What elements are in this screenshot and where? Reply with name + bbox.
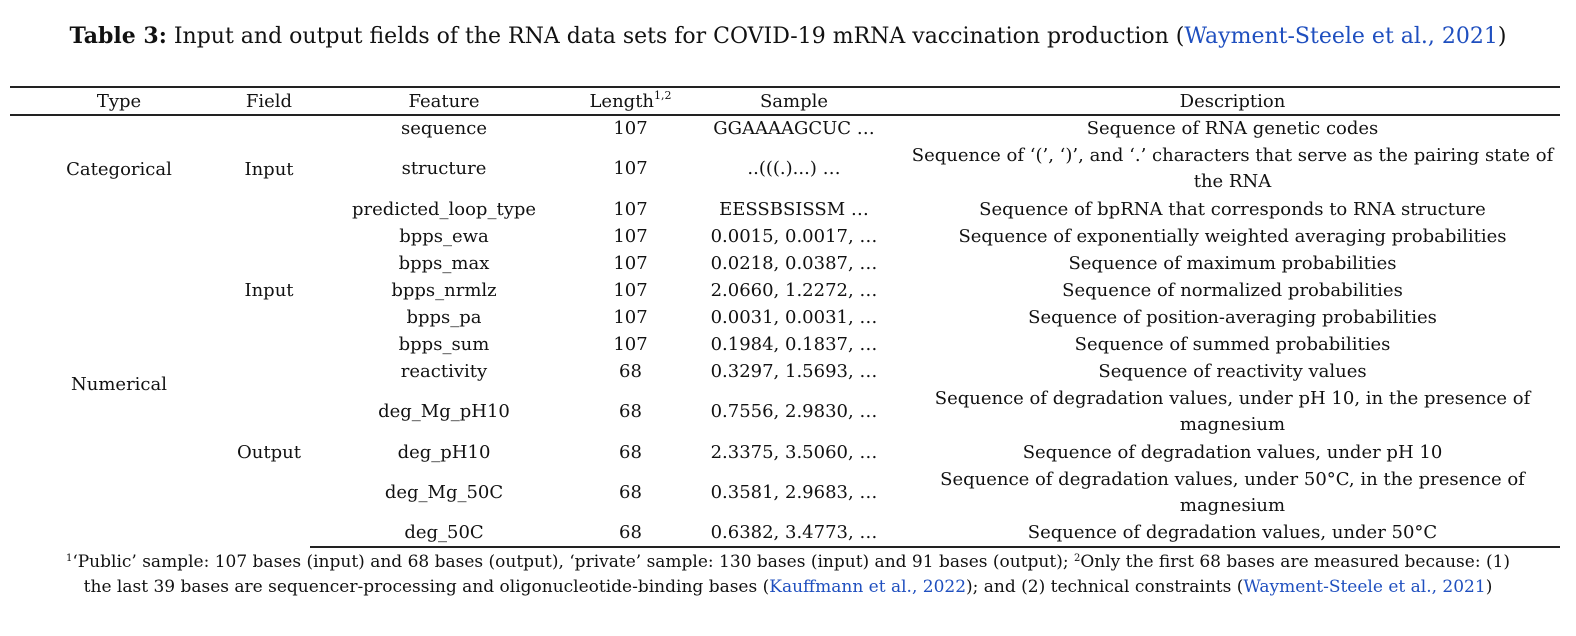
sample-cell: 2.3375, 3.5060, … bbox=[710, 441, 878, 463]
rna-fields-table: Type Field Feature Length1,2 Sample Desc… bbox=[10, 86, 1560, 548]
table-row: bpps_sum 107 0.1984, 0.1837, … Sequence … bbox=[10, 331, 1560, 358]
footnote-text-3: ); and (2) technical constraints ( bbox=[966, 577, 1244, 597]
length-cell: 68 bbox=[619, 441, 642, 463]
header-sample: Sample bbox=[683, 86, 905, 116]
length-cell: 107 bbox=[613, 252, 648, 274]
table-row: deg_Mg_50C 68 0.3581, 2.9683, … Sequence… bbox=[10, 466, 1560, 520]
length-cell: 107 bbox=[613, 158, 648, 179]
sample-cell: 0.3581, 2.9683, … bbox=[710, 482, 878, 503]
table-row: bpps_pa 107 0.0031, 0.0031, … Sequence o… bbox=[10, 304, 1560, 331]
field-cell-input: Input bbox=[244, 279, 294, 301]
table-label: Table 3: bbox=[69, 23, 167, 49]
description-cell: Sequence of maximum probabilities bbox=[1068, 252, 1397, 274]
length-cell: 107 bbox=[613, 198, 648, 220]
feature-cell: reactivity bbox=[400, 360, 488, 382]
table-row: Output reactivity 68 0.3297, 1.5693, … S… bbox=[10, 358, 1560, 463]
table-footnote: 1‘Public’ sample: 107 bases (input) and … bbox=[60, 550, 1516, 600]
feature-cell: structure bbox=[401, 158, 487, 179]
feature-cell: predicted_loop_type bbox=[351, 198, 537, 220]
feature-cell: deg_Mg_pH10 bbox=[378, 401, 510, 422]
table-row: Numerical Input bpps_ewa 107 0.0015, 0.0… bbox=[10, 223, 1560, 396]
footnote-citation-link[interactable]: Wayment-Steele et al., 2021 bbox=[1243, 577, 1486, 597]
table-row: bpps_nrmlz 107 2.0660, 1.2272, … Sequenc… bbox=[10, 277, 1560, 304]
sample-cell: 0.7556, 2.9830, … bbox=[710, 401, 878, 422]
header-length-label: Length bbox=[589, 90, 655, 112]
description-cell: Sequence of degradation values, under pH… bbox=[934, 388, 1531, 435]
header-length-sup: 1,2 bbox=[654, 88, 672, 102]
description-cell: Sequence of normalized probabilities bbox=[1062, 279, 1403, 301]
header-row: Type Field Feature Length1,2 Sample Desc… bbox=[10, 86, 1560, 116]
footnote-marker-2: 2 bbox=[1073, 553, 1081, 564]
footnote-text-2: Only the first 68 bases are measured bec… bbox=[83, 552, 1511, 597]
table-caption: Table 3: Input and output fields of the … bbox=[60, 20, 1516, 53]
table-row: deg_Mg_pH10 68 0.7556, 2.9830, … Sequenc… bbox=[10, 385, 1560, 439]
field-cell-input: Input bbox=[244, 158, 294, 180]
sample-cell: EESSBSISSM … bbox=[719, 198, 869, 220]
header-length: Length1,2 bbox=[578, 86, 683, 116]
length-cell: 68 bbox=[578, 520, 683, 548]
length-cell: 107 bbox=[613, 118, 648, 139]
sample-cell: 0.1984, 0.1837, … bbox=[710, 333, 878, 355]
description-cell: Sequence of ‘(’, ‘)’, and ‘.’ characters… bbox=[911, 145, 1554, 192]
sample-cell: 0.0031, 0.0031, … bbox=[710, 306, 878, 328]
description-cell: Sequence of degradation values, under 50… bbox=[905, 520, 1560, 548]
table-row: predicted_loop_type 107 EESSBSISSM … Seq… bbox=[10, 196, 1560, 223]
sample-cell: 0.0218, 0.0387, … bbox=[710, 252, 878, 274]
feature-cell: bpps_sum bbox=[398, 333, 490, 355]
length-cell: 107 bbox=[613, 279, 648, 301]
description-cell: Sequence of exponentially weighted avera… bbox=[958, 225, 1507, 247]
feature-cell: bpps_nrmlz bbox=[391, 279, 497, 301]
description-cell: Sequence of RNA genetic codes bbox=[1086, 118, 1379, 139]
footnote-text-4: ) bbox=[1485, 577, 1493, 597]
field-cell-output: Output bbox=[237, 441, 301, 463]
sample-cell: 0.6382, 3.4773, … bbox=[683, 520, 905, 548]
table-row: structure 107 ..(((.)...) … Sequence of … bbox=[10, 142, 1560, 196]
footnote-marker-1: 1 bbox=[65, 553, 73, 564]
description-cell: Sequence of position-averaging probabili… bbox=[1028, 306, 1437, 328]
table-row: deg_50C 68 0.6382, 3.4773, … Sequence of… bbox=[10, 520, 1560, 548]
feature-cell: bpps_pa bbox=[406, 306, 482, 328]
footnote-text-1: ‘Public’ sample: 107 bases (input) and 6… bbox=[72, 552, 1074, 572]
table-row: Categorical Input sequence 107 GGAAAAGCU… bbox=[10, 115, 1560, 180]
header-description: Description bbox=[905, 86, 1560, 116]
length-cell: 68 bbox=[619, 401, 642, 422]
feature-cell: bpps_ewa bbox=[399, 225, 489, 247]
table-row: deg_pH10 68 2.3375, 3.5060, … Sequence o… bbox=[10, 439, 1560, 466]
description-cell: Sequence of degradation values, under 50… bbox=[940, 469, 1525, 516]
description-cell: Sequence of bpRNA that corresponds to RN… bbox=[979, 198, 1486, 220]
table-row: bpps_max 107 0.0218, 0.0387, … Sequence … bbox=[10, 250, 1560, 277]
length-cell: 107 bbox=[613, 225, 648, 247]
caption-text: Input and output fields of the RNA data … bbox=[173, 24, 1185, 49]
sample-cell: 0.0015, 0.0017, … bbox=[710, 225, 878, 247]
length-cell: 68 bbox=[619, 482, 642, 503]
description-cell: Sequence of summed probabilities bbox=[1074, 333, 1391, 355]
feature-cell: bpps_max bbox=[398, 252, 490, 274]
feature-cell: deg_50C bbox=[310, 520, 578, 548]
caption-close: ) bbox=[1497, 24, 1507, 49]
feature-cell: sequence bbox=[401, 118, 487, 139]
header-feature: Feature bbox=[310, 86, 578, 116]
type-cell-numerical: Numerical bbox=[71, 374, 167, 395]
header-type: Type bbox=[10, 86, 228, 116]
sample-cell: GGAAAAGCUC … bbox=[713, 118, 875, 139]
feature-cell: deg_Mg_50C bbox=[384, 482, 504, 503]
sample-cell: 2.0660, 1.2272, … bbox=[710, 279, 878, 301]
feature-cell: deg_pH10 bbox=[397, 441, 491, 463]
length-cell: 107 bbox=[613, 306, 648, 328]
footnote-citation-link[interactable]: Kauffmann et al., 2022 bbox=[769, 577, 967, 597]
description-cell: Sequence of reactivity values bbox=[1098, 360, 1367, 382]
caption-citation-link[interactable]: Wayment-Steele et al., 2021 bbox=[1184, 24, 1498, 49]
type-cell-categorical: Categorical bbox=[66, 158, 172, 180]
description-cell: Sequence of degradation values, under pH… bbox=[1022, 441, 1443, 463]
length-cell: 107 bbox=[613, 333, 648, 355]
sample-cell: ..(((.)...) … bbox=[747, 158, 841, 179]
sample-cell: 0.3297, 1.5693, … bbox=[710, 360, 878, 382]
length-cell: 68 bbox=[619, 360, 642, 382]
header-field: Field bbox=[228, 86, 310, 116]
